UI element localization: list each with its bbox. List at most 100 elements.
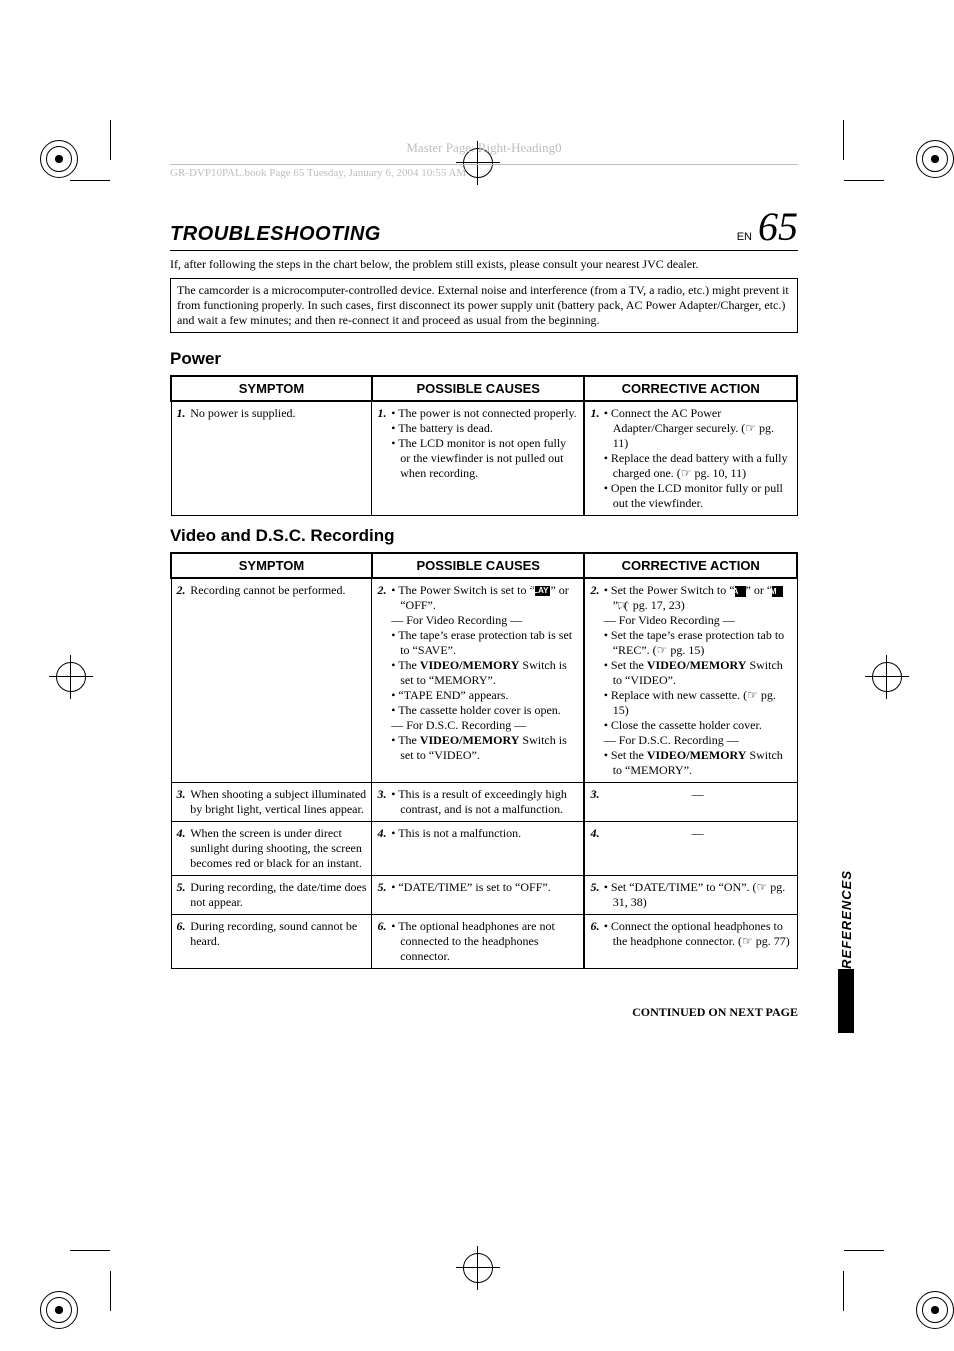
play-icon: PLAY [535,586,551,596]
list-item: • Set the tape’s erase protection tab to… [604,628,792,658]
symptom-cell: During recording, the date/time does not… [188,876,372,915]
section-heading-power: Power [170,349,798,369]
corr-list: • Connect the AC Power Adapter/Charger s… [604,406,792,511]
video-table: SYMPTOM POSSIBLE CAUSES CORRECTIVE ACTIO… [170,552,798,969]
pointer-icon: ☞ [628,598,630,613]
col-symptom: SYMPTOM [171,376,372,401]
section-heading-video: Video and D.S.C. Recording [170,526,798,546]
list-item: • The Power Switch is set to “PLAY” or “… [391,583,578,613]
col-cause: POSSIBLE CAUSES [372,553,584,578]
symptom-cell: When shooting a subject illuminated by b… [188,783,372,822]
list-item: — For Video Recording — [391,613,578,628]
m-icon: M [772,586,783,597]
crop-line [70,180,110,181]
corr-cell: • Set “DATE/TIME” to “ON”. (☞ pg. 31, 38… [602,876,797,915]
cause-num: 4. [372,822,389,876]
table-row: 6. During recording, sound cannot be hea… [171,915,797,969]
list-item: • “DATE/TIME” is set to “OFF”. [391,880,578,895]
list-item: • The optional headphones are not connec… [391,919,578,964]
list-item: • Set the VIDEO/MEMORY Switch to “MEMORY… [604,748,792,778]
cause-list: • The power is not connected properly. •… [391,406,578,481]
list-item: • The VIDEO/MEMORY Switch is set to “VID… [391,733,578,763]
table-header-row: SYMPTOM POSSIBLE CAUSES CORRECTIVE ACTIO… [171,376,797,401]
table-row: 1. No power is supplied. 1. • The power … [171,401,797,516]
list-item: • Replace the dead battery with a fully … [604,451,792,481]
table-row: 3. When shooting a subject illuminated b… [171,783,797,822]
crop-line [844,1250,884,1251]
col-corr: CORRECTIVE ACTION [584,553,797,578]
list-item: • The power is not connected properly. [391,406,578,421]
corr-list: • Set the Power Switch to “A” or “M”. (☞… [604,583,792,778]
intro-text: If, after following the steps in the cha… [170,257,798,272]
corr-num: 4. [584,822,601,876]
corr-num: 5. [584,876,601,915]
crop-line [110,1271,111,1311]
crop-target-bottom [463,1253,493,1283]
cause-num: 6. [372,915,389,969]
cause-cell: • The optional headphones are not connec… [389,915,584,969]
page-number: 65 [758,203,798,250]
cause-list: • The Power Switch is set to “PLAY” or “… [391,583,578,763]
list-item: • Connect the AC Power Adapter/Charger s… [604,406,792,451]
symptom-cell: When the screen is under direct sunlight… [188,822,372,876]
title-row: TROUBLESHOOTING EN 65 [170,203,798,251]
cause-num: 5. [372,876,389,915]
book-header-ghost: GR-DVP10PAL.book Page 65 Tuesday, Januar… [170,164,798,179]
list-item: • Set the VIDEO/MEMORY Switch to “VIDEO”… [604,658,792,688]
list-item: • Set “DATE/TIME” to “ON”. (☞ pg. 31, 38… [604,880,792,910]
list-item: • The tape’s erase protection tab is set… [391,628,578,658]
cause-cell: • This is not a malfunction. [389,822,584,876]
crop-line [843,120,844,160]
list-item: • Open the LCD monitor fully or pull out… [604,481,792,511]
crop-line [110,120,111,160]
corr-cell: • Connect the optional headphones to the… [602,915,797,969]
corr-num: 2. [584,578,601,783]
list-item: — For Video Recording — [604,613,792,628]
table-row: 4. When the screen is under direct sunli… [171,822,797,876]
master-page-ghost: Master Page: Right-Heading0 [170,140,798,156]
list-item: • The LCD monitor is not open fully or t… [391,436,578,481]
cause-num: 2. [372,578,389,783]
cause-cell: • This is a result of exceedingly high c… [389,783,584,822]
crop-target-left [56,662,86,692]
cause-cell: • The power is not connected properly. •… [389,401,584,516]
cause-cell: • The Power Switch is set to “PLAY” or “… [389,578,584,783]
col-corr: CORRECTIVE ACTION [584,376,797,401]
crop-target-right [872,662,902,692]
list-item: • “TAPE END” appears. [391,688,578,703]
power-table: SYMPTOM POSSIBLE CAUSES CORRECTIVE ACTIO… [170,375,798,516]
crop-line [843,1271,844,1311]
table-header-row: SYMPTOM POSSIBLE CAUSES CORRECTIVE ACTIO… [171,553,797,578]
list-item: — For D.S.C. Recording — [604,733,792,748]
side-tab-block [838,969,854,1033]
corr-num: 6. [584,915,601,969]
table-row: 5. During recording, the date/time does … [171,876,797,915]
list-item: • The battery is dead. [391,421,578,436]
list-item: • This is a result of exceedingly high c… [391,787,578,817]
note-box: The camcorder is a microcomputer-control… [170,278,798,333]
col-symptom: SYMPTOM [171,553,372,578]
continued-label: CONTINUED ON NEXT PAGE [170,1005,798,1020]
row-num: 6. [171,915,188,969]
list-item: • Connect the optional headphones to the… [604,919,792,949]
symptom-cell: No power is supplied. [188,401,372,516]
cause-cell: • “DATE/TIME” is set to “OFF”. [389,876,584,915]
list-item: • This is not a malfunction. [391,826,578,841]
table-row: 2. Recording cannot be performed. 2. • T… [171,578,797,783]
list-item: • The VIDEO/MEMORY Switch is set to “MEM… [391,658,578,688]
row-num: 2. [171,578,188,783]
list-item: • Replace with new cassette. (☞ pg. 15) [604,688,792,718]
symptom-cell: During recording, sound cannot be heard. [188,915,372,969]
side-tab: REFERENCES [838,870,854,1033]
a-icon: A [735,586,746,597]
cause-num: 1. [372,401,389,516]
row-num: 5. [171,876,188,915]
side-tab-label: REFERENCES [839,870,854,969]
page-lang: EN [737,231,752,243]
row-num: 3. [171,783,188,822]
corr-num: 3. [584,783,601,822]
corr-cell-dash: — [602,783,797,822]
corr-num: 1. [584,401,601,516]
corr-cell-dash: — [602,822,797,876]
cause-num: 3. [372,783,389,822]
